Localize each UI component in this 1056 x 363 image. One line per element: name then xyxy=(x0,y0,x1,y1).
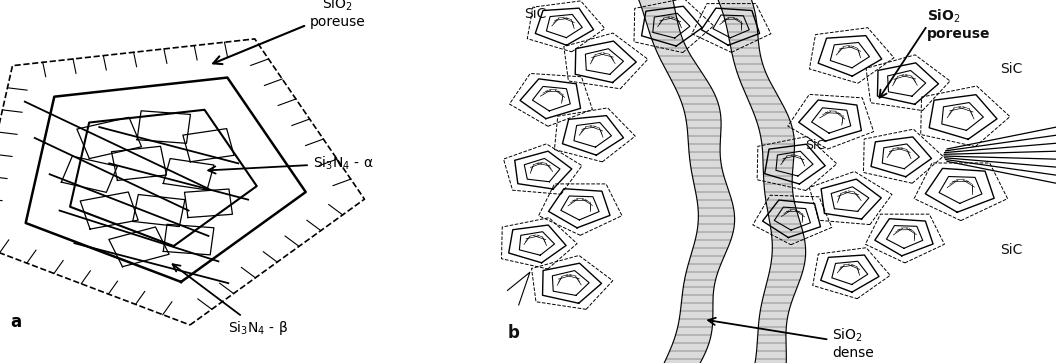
Text: SiO$_2$
poreuse: SiO$_2$ poreuse xyxy=(213,0,365,64)
Text: b: b xyxy=(508,323,520,342)
Text: SiC: SiC xyxy=(806,139,826,152)
Text: SiO$_2$
poreuse: SiO$_2$ poreuse xyxy=(927,7,991,41)
Text: SiC: SiC xyxy=(525,7,547,21)
Text: SiC: SiC xyxy=(1000,62,1022,76)
Text: SiO$_2$
dense: SiO$_2$ dense xyxy=(709,318,874,360)
Text: a: a xyxy=(10,313,21,331)
Text: Si$_3$N$_4$ - β: Si$_3$N$_4$ - β xyxy=(172,264,288,338)
Text: Si$_3$N$_4$ - α: Si$_3$N$_4$ - α xyxy=(208,155,374,174)
Text: SiC: SiC xyxy=(1000,244,1022,257)
